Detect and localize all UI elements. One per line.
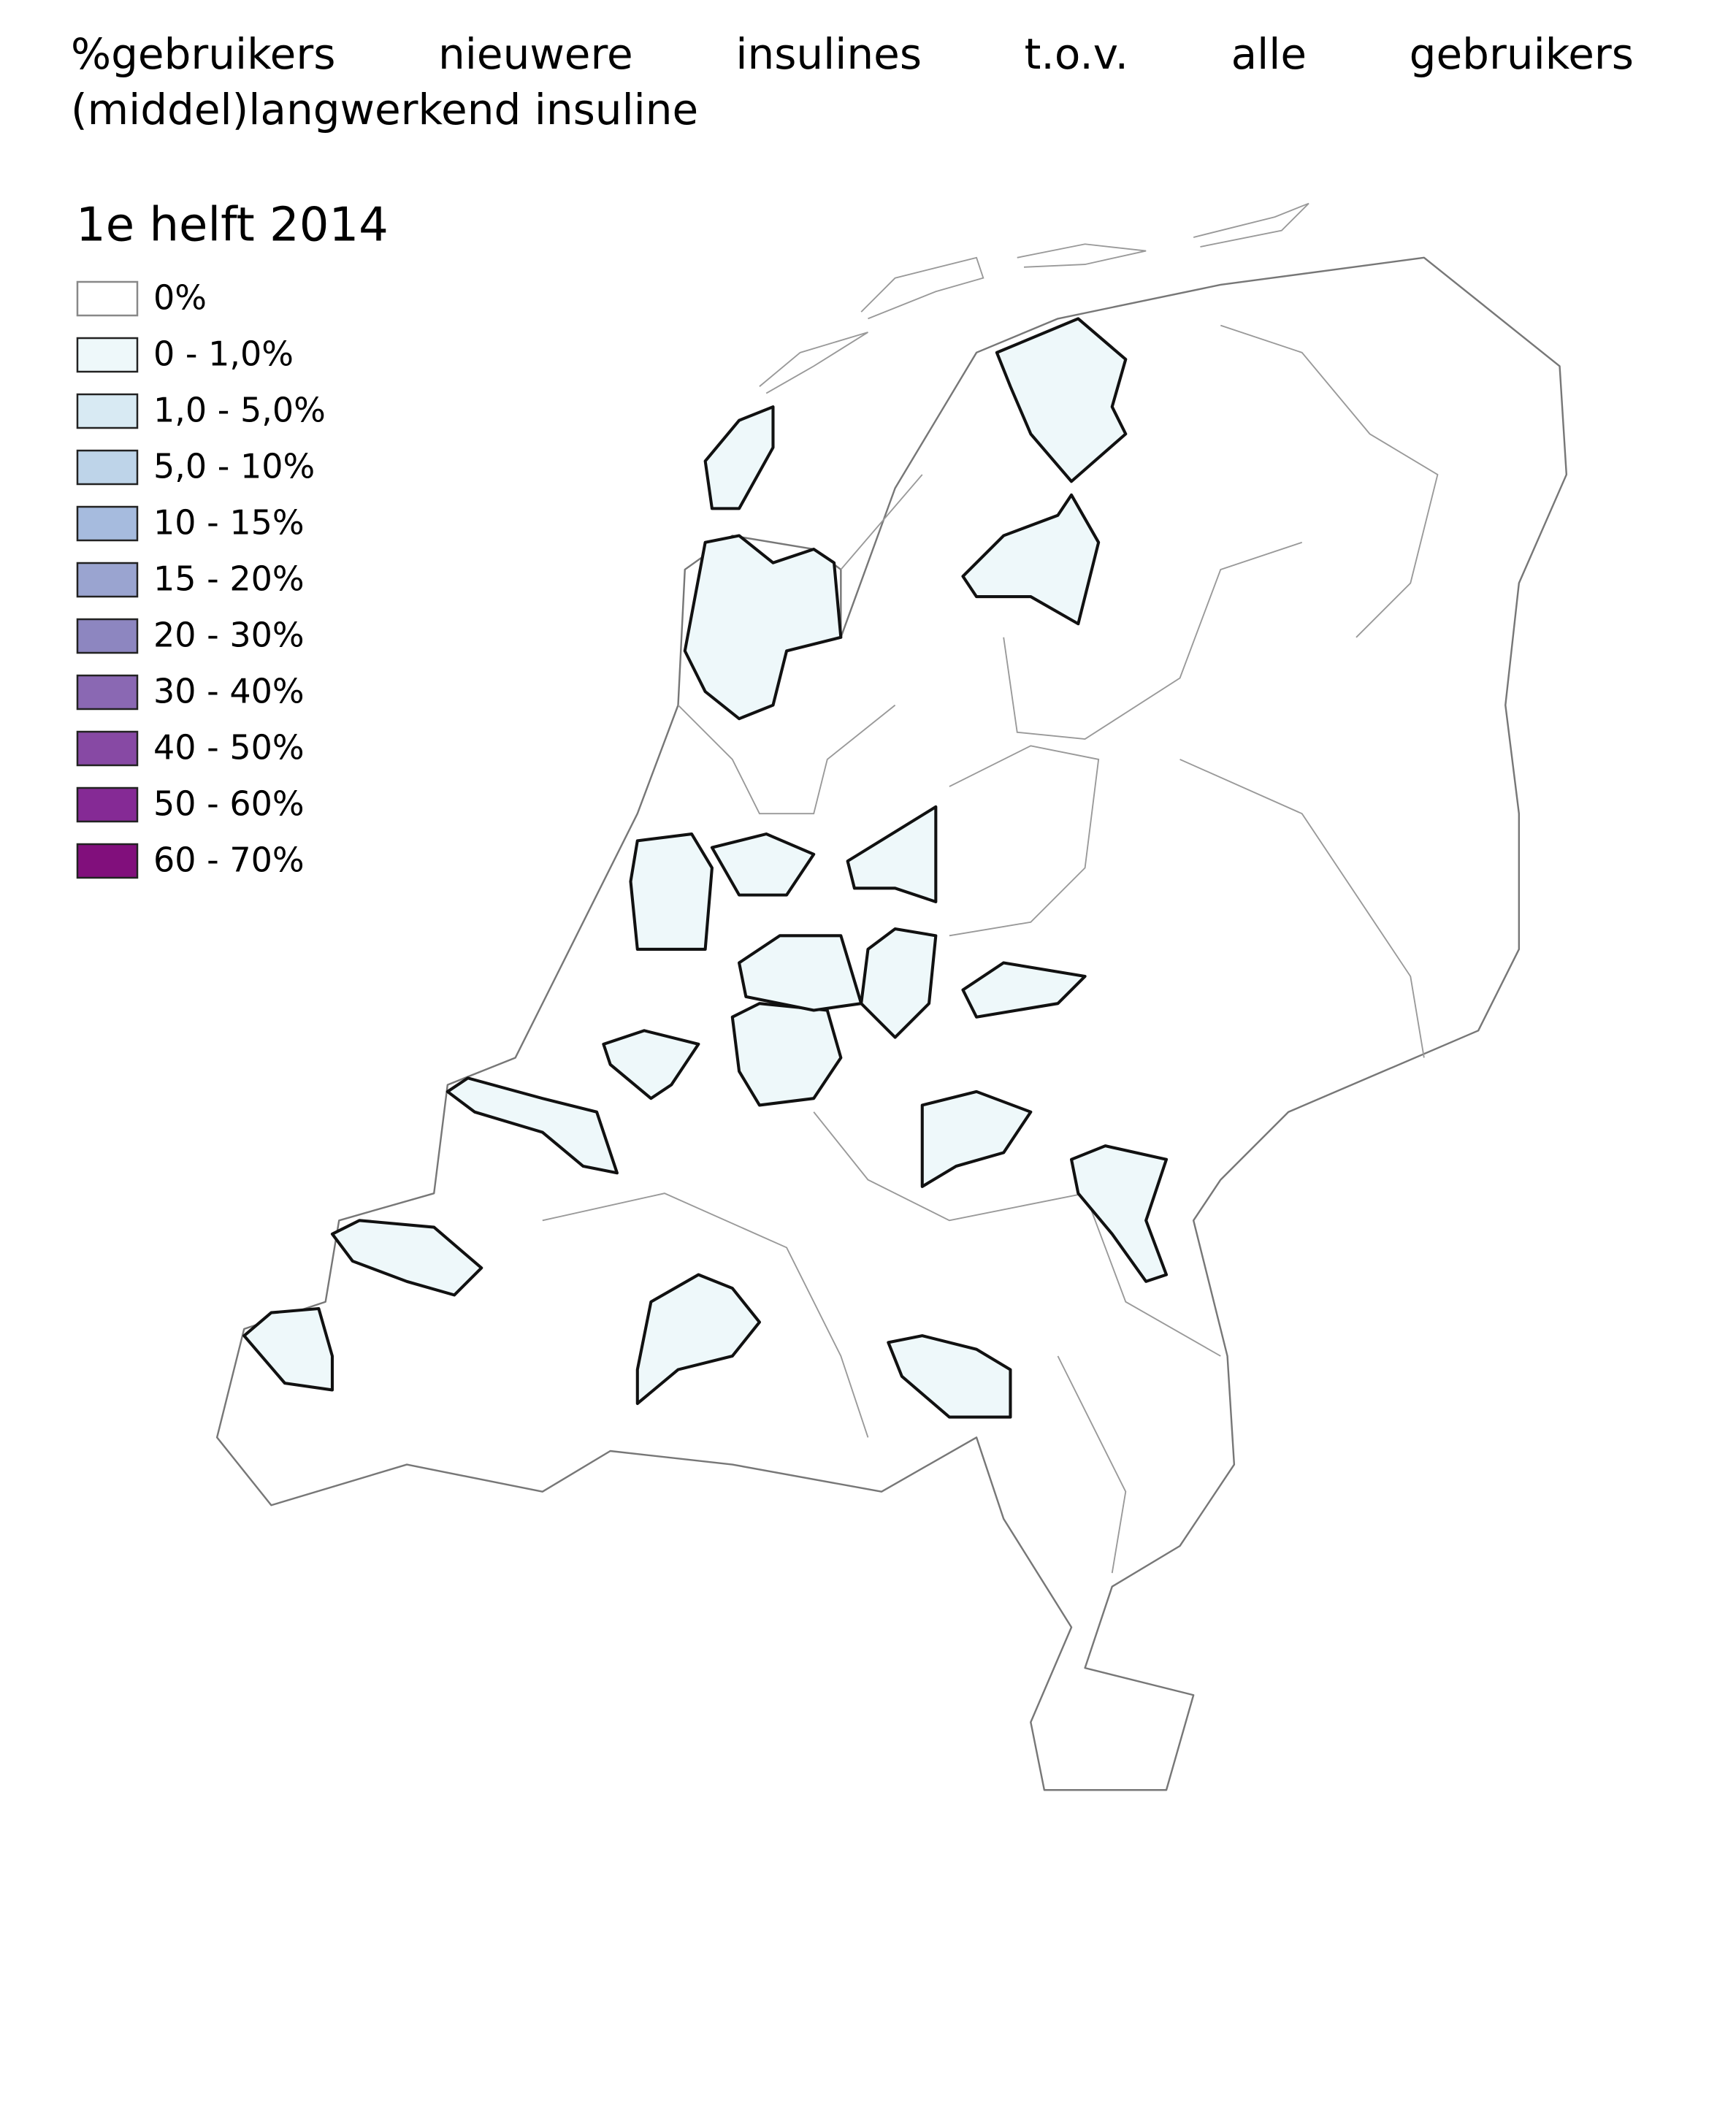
- wadden-island: [1017, 243, 1147, 268]
- legend-swatch: [76, 730, 139, 767]
- highlighted-region: [242, 1306, 334, 1392]
- boundary: [813, 1111, 1221, 1357]
- highlighted-region: [961, 961, 1087, 1019]
- boundary: [1220, 324, 1439, 638]
- legend-label: 60 - 70%: [153, 841, 305, 880]
- afsluitdijk: [840, 474, 923, 570]
- highlighted-region: [602, 1029, 700, 1100]
- legend-swatch: [76, 786, 139, 823]
- highlighted-region: [961, 493, 1101, 626]
- wadden-island: [759, 332, 868, 394]
- boundary: [677, 704, 896, 815]
- legend-swatch: [76, 280, 139, 317]
- legend-swatch: [76, 449, 139, 486]
- legend-label: 40 - 50%: [153, 728, 305, 767]
- legend-swatch: [76, 674, 139, 711]
- highlighted-region: [635, 1273, 761, 1406]
- highlighted-region: [703, 405, 775, 510]
- wadden-island: [1193, 202, 1309, 248]
- boundary: [1057, 1355, 1127, 1574]
- legend-swatch: [76, 562, 139, 598]
- boundary: [542, 1192, 869, 1438]
- highlighted-region: [846, 805, 938, 903]
- legend-swatch: [76, 618, 139, 654]
- highlighted-region: [860, 927, 938, 1039]
- legend-label: 1,0 - 5,0%: [153, 391, 326, 430]
- legend-label: 0%: [153, 278, 207, 318]
- highlighted-region: [730, 1002, 843, 1107]
- legend-label: 5,0 - 10%: [153, 447, 315, 486]
- highlighted-region: [1069, 1144, 1169, 1283]
- highlighted-region: [330, 1219, 483, 1297]
- boundary: [1179, 759, 1425, 1058]
- map-title: %gebruikers nieuwere insulines t.o.v. al…: [71, 29, 1634, 134]
- highlighted-region: [683, 534, 843, 721]
- boundary: [949, 745, 1100, 937]
- wadden-island: [860, 256, 984, 320]
- legend-label: 10 - 15%: [153, 503, 305, 543]
- boundary: [1003, 541, 1303, 740]
- highlighted-region: [446, 1076, 619, 1175]
- highlighted-region: [710, 832, 816, 897]
- highlighted-region: [629, 832, 714, 951]
- legend-label: 50 - 60%: [153, 784, 305, 824]
- legend-swatch: [76, 505, 139, 542]
- legend-swatch: [76, 393, 139, 429]
- legend-label: 30 - 40%: [153, 672, 305, 711]
- legend-swatch: [76, 337, 139, 373]
- legend-label: 0 - 1,0%: [153, 334, 294, 374]
- legend-title: 1e helft 2014: [76, 199, 389, 253]
- country: [215, 202, 1568, 1791]
- highlighted-region: [920, 1090, 1033, 1188]
- legend-label: 20 - 30%: [153, 616, 305, 655]
- legend: 0% 0 - 1,0% 1,0 - 5,0% 5,0 - 10% 10 - 15% 15 …: [76, 278, 326, 880]
- highlighted-region: [887, 1334, 1012, 1419]
- legend-label: 15 - 20%: [153, 559, 305, 599]
- highlighted-region: [995, 317, 1128, 483]
- legend-swatch: [76, 843, 139, 879]
